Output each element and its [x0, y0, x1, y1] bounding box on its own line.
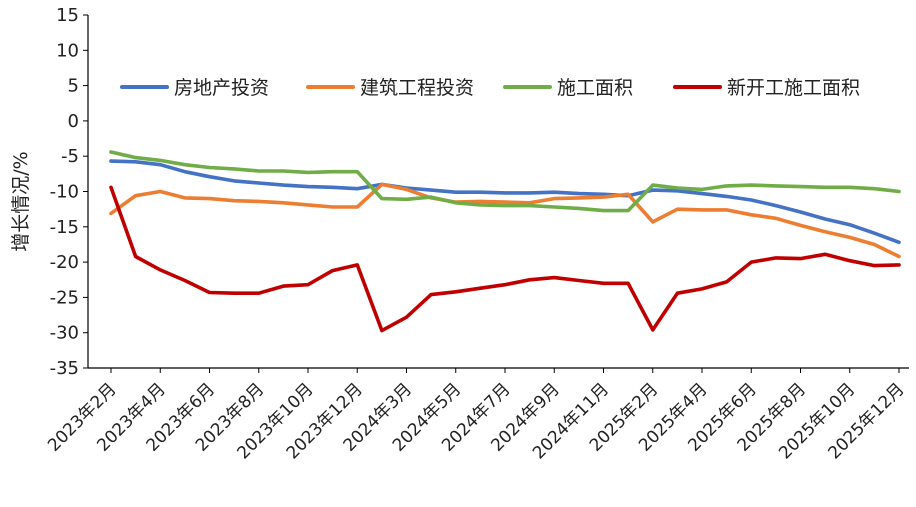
legend-label-2: 施工面积	[557, 77, 633, 99]
y-tick-label: -35	[50, 358, 79, 379]
y-tick-label: -25	[50, 287, 79, 308]
legend-label-3: 新开工施工面积	[727, 77, 860, 99]
legend-label-1: 建筑工程投资	[360, 77, 474, 99]
y-axis-title: 增长情况/%	[10, 151, 32, 251]
y-tick-label: 10	[56, 40, 79, 61]
y-tick-label: 5	[68, 76, 79, 97]
x-axis: 2023年2月2023年4月2023年6月2023年8月2023年10月2023…	[44, 367, 909, 463]
series-line-2	[109, 150, 901, 213]
y-tick-label: -10	[50, 182, 79, 203]
series-line-3	[109, 185, 901, 333]
y-tick-label: -5	[61, 146, 79, 167]
y-tick-label: -30	[50, 323, 79, 344]
legend-label-0: 房地产投资	[174, 77, 269, 99]
y-tick-label: 15	[56, 5, 79, 26]
y-axis: 15 10 5 0 -5 -10 -15 -20 -25 -30 -35	[50, 5, 89, 379]
series-line-1	[109, 182, 901, 259]
series-line-0	[109, 159, 901, 245]
y-tick-label: 0	[68, 111, 79, 132]
y-tick-label: -15	[50, 217, 79, 238]
y-tick-label: -20	[50, 252, 79, 273]
legend: 房地产投资 建筑工程投资 施工面积 新开工施工面积	[120, 77, 860, 99]
series-layer	[109, 150, 901, 333]
